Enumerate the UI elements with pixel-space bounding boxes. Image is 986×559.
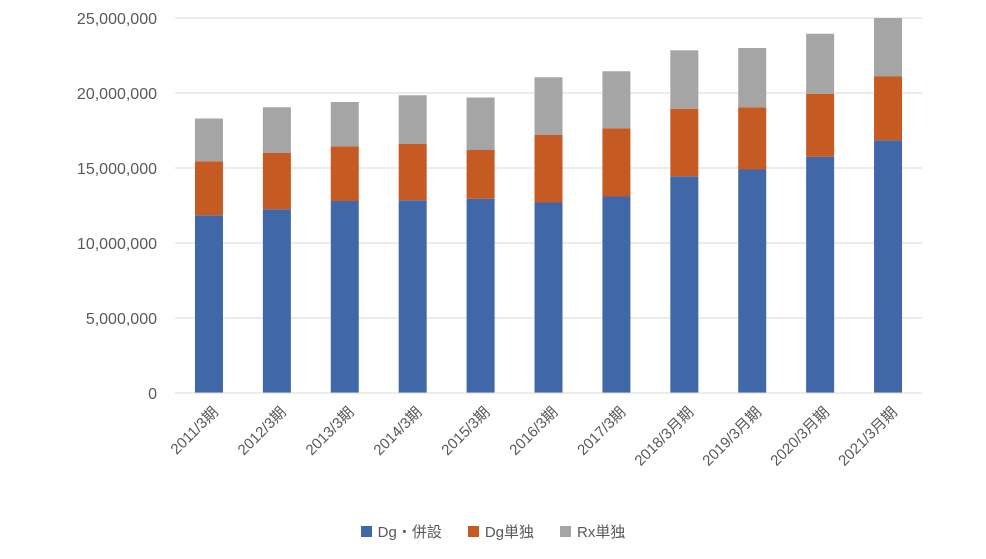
bar-segment — [262, 153, 291, 210]
bar-segment — [398, 144, 427, 201]
x-tick-label: 2014/3期 — [370, 404, 425, 459]
y-tick-label: 15,000,000 — [77, 161, 157, 178]
y-tick-label: 20,000,000 — [77, 86, 157, 103]
y-tick-label: 5,000,000 — [86, 311, 157, 328]
bar-segment — [534, 77, 563, 135]
bar-segment — [670, 108, 699, 177]
bar-segment — [194, 215, 223, 393]
y-tick-label: 25,000,000 — [77, 11, 157, 28]
legend-swatch — [467, 525, 479, 537]
bar-segment — [738, 48, 767, 108]
bar-segment — [534, 202, 563, 393]
x-tick-label: 2021/3月期 — [835, 404, 901, 470]
bar-segment — [874, 18, 903, 77]
bar-segment — [806, 33, 835, 94]
bar-segment — [738, 107, 767, 170]
bar-segment — [806, 156, 835, 393]
x-tick-label: 2020/3月期 — [767, 404, 833, 470]
bar-segment — [194, 161, 223, 216]
bar-segment — [466, 198, 495, 393]
chart-legend: Dg・併設 Dg単独 Rx単独 — [0, 518, 986, 544]
legend-label: Dg単独 — [484, 523, 535, 541]
bar-segment — [194, 118, 223, 162]
bar-segment — [398, 95, 427, 144]
x-tick-label: 2015/3期 — [438, 404, 493, 459]
x-tick-label: 2013/3期 — [303, 404, 358, 459]
bar-segment — [330, 102, 359, 147]
legend-label: Dg・併設 — [377, 523, 442, 541]
legend-item: Rx単独 — [560, 521, 625, 542]
legend-item: Dg単独 — [467, 521, 535, 542]
bar-segment — [466, 150, 495, 199]
bar-segment — [874, 140, 903, 393]
x-tick-label: 2011/3期 — [167, 404, 221, 458]
x-tick-label: 2019/3月期 — [699, 404, 765, 470]
bar-segment — [738, 169, 767, 393]
bar-segment — [330, 146, 359, 201]
bar-segment — [602, 128, 631, 197]
legend-swatch — [560, 525, 572, 537]
legend-item: Dg・併設 — [360, 521, 442, 542]
bar-segment — [262, 107, 291, 153]
x-tick-label: 2018/3月期 — [631, 404, 697, 470]
bar-segment — [670, 50, 699, 109]
y-tick-label: 10,000,000 — [77, 236, 157, 253]
bar-segment — [466, 97, 495, 150]
legend-label: Rx単独 — [577, 523, 626, 541]
x-tick-label: 2012/3期 — [235, 404, 290, 459]
x-tick-label: 2016/3期 — [506, 404, 561, 459]
y-tick-label: 0 — [148, 386, 157, 403]
bar-segment — [330, 201, 359, 393]
legend-swatch — [360, 525, 372, 537]
bar-segment — [262, 209, 291, 393]
bar-segment — [806, 93, 835, 157]
x-tick-label: 2017/3期 — [574, 404, 629, 459]
bar-segment — [534, 135, 563, 203]
bar-segment — [602, 196, 631, 393]
bar-segment — [874, 76, 903, 141]
bar-segment — [398, 200, 427, 393]
bar-segment — [670, 176, 699, 393]
bar-segment — [602, 71, 631, 129]
